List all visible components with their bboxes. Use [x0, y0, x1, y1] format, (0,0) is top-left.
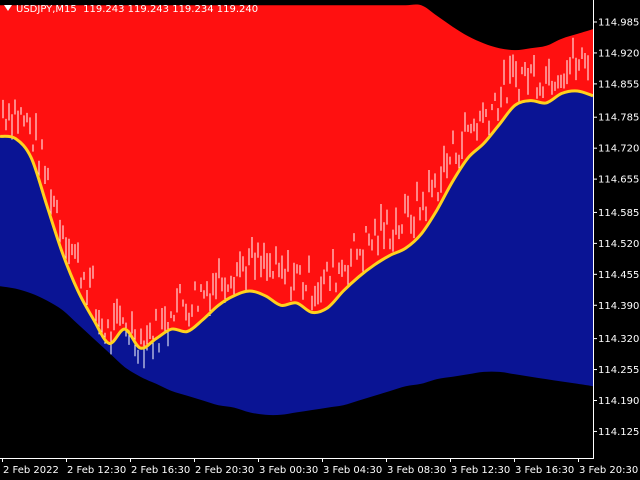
- price-tick-label: 114.785: [598, 113, 639, 124]
- dropdown-triangle-icon[interactable]: [4, 5, 12, 11]
- price-tick-label: 114.585: [598, 208, 639, 219]
- plot-area[interactable]: [0, 4, 594, 416]
- price-tick-label: 114.390: [598, 301, 639, 312]
- price-tick-label: 114.255: [598, 365, 639, 376]
- price-tick-label: 114.655: [598, 175, 639, 186]
- lower-band-area: [0, 90, 593, 416]
- price-tick-label: 114.455: [598, 270, 639, 281]
- price-tick-label: 114.920: [598, 48, 639, 59]
- time-tick-label: 3 Feb 08:30: [387, 465, 446, 476]
- price-tick-label: 114.520: [598, 239, 639, 250]
- time-tick-label: 2 Feb 2022: [3, 465, 59, 476]
- time-tick-label: 3 Feb 12:30: [451, 465, 510, 476]
- time-tick-label: 3 Feb 00:30: [259, 465, 318, 476]
- price-tick-label: 114.125: [598, 427, 639, 438]
- price-tick-label: 114.190: [598, 396, 639, 407]
- time-tick-label: 3 Feb 16:30: [515, 465, 574, 476]
- midline-series: [0, 89, 594, 350]
- time-tick-label: 3 Feb 20:30: [579, 465, 638, 476]
- time-tick-label: 2 Feb 16:30: [131, 465, 190, 476]
- chart-header: USDJPY,M15 119.243 119.243 119.234 119.2…: [4, 4, 258, 15]
- time-tick-label: 2 Feb 12:30: [67, 465, 126, 476]
- upper-band-area: [0, 4, 593, 349]
- price-tick-label: 114.720: [598, 144, 639, 155]
- time-tick-label: 2 Feb 20:30: [195, 465, 254, 476]
- price-tick-label: 114.855: [598, 79, 639, 90]
- ohlc-values: 119.243 119.243 119.234 119.240: [83, 4, 259, 15]
- price-tick-label: 114.320: [598, 334, 639, 345]
- price-tick-label: 114.985: [598, 18, 639, 29]
- time-tick-label: 3 Feb 04:30: [323, 465, 382, 476]
- symbol-label: USDJPY,M15: [16, 4, 77, 15]
